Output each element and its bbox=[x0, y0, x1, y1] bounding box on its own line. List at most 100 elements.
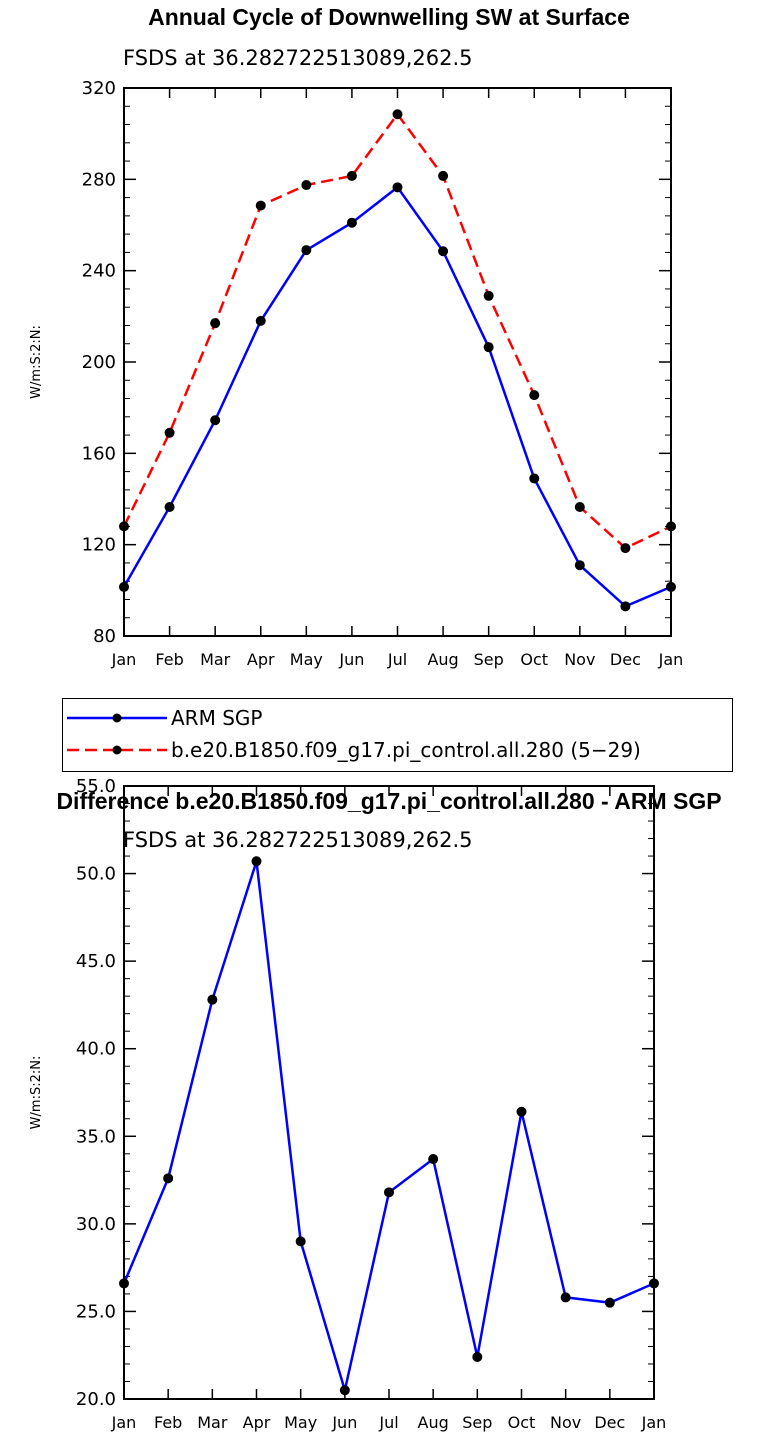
series-0-point bbox=[604, 1297, 615, 1308]
x-tick-label: Sep bbox=[462, 1413, 492, 1432]
x-tick-label: Jan bbox=[111, 650, 137, 669]
series-1-point bbox=[210, 318, 221, 329]
x-tick-label: Sep bbox=[474, 650, 504, 669]
series-0-point bbox=[207, 994, 218, 1005]
x-tick-label: Dec bbox=[594, 1413, 625, 1432]
chart1-title: Annual Cycle of Downwelling SW at Surfac… bbox=[148, 4, 630, 30]
series-0-point bbox=[483, 342, 494, 353]
x-tick-label: Jan bbox=[658, 650, 684, 669]
series-0-point bbox=[251, 856, 262, 867]
x-tick-label: Apr bbox=[247, 650, 275, 669]
x-tick-label: Feb bbox=[154, 1413, 182, 1432]
y-tick-label: 25.0 bbox=[76, 1301, 116, 1322]
chart2-plot: 20.0 25.0 30.0 35.0 40.0 45.0 50.0 55.0 Jan Feb Ma… bbox=[29, 776, 666, 1432]
y-tick-label: 160 bbox=[82, 443, 116, 464]
series-1-point bbox=[255, 200, 266, 211]
y-tick-label: 320 bbox=[82, 78, 116, 99]
x-tick-label: Nov bbox=[550, 1413, 581, 1432]
series-0-point bbox=[384, 1187, 394, 1198]
x-tick-label: Jan bbox=[111, 1413, 137, 1432]
legend-label-arm-sgp: ARM SGP bbox=[171, 706, 263, 730]
legend-item-arm-sgp: ARM SGP bbox=[63, 703, 732, 733]
series-1-point bbox=[392, 109, 403, 120]
x-tick-label: Feb bbox=[155, 650, 183, 669]
y-tick-label: 280 bbox=[82, 169, 116, 190]
series-0-point bbox=[392, 182, 403, 193]
y-tick-label: 240 bbox=[82, 261, 116, 282]
series-0-point bbox=[163, 1173, 174, 1184]
chart1-plot: 80 120 160 200 240 280 320 Jan Feb Mar Apr May Jun Ju… bbox=[29, 78, 683, 669]
series-0-point bbox=[119, 1278, 129, 1289]
x-tick-label: Jul bbox=[378, 1413, 398, 1432]
series-0-point bbox=[620, 601, 631, 612]
x-tick-label: Jan bbox=[641, 1413, 667, 1432]
y-tick-label: 30.0 bbox=[76, 1214, 116, 1235]
x-tick-label: Oct bbox=[508, 1413, 536, 1432]
series-0-point bbox=[164, 501, 175, 512]
series-1-point bbox=[620, 543, 631, 554]
y-tick-label: 50.0 bbox=[76, 864, 116, 885]
plot-frame bbox=[123, 87, 672, 637]
legend-swatch-model bbox=[67, 745, 167, 755]
series-line-0 bbox=[122, 860, 655, 1396]
series-0-point bbox=[438, 246, 449, 257]
series-1-point bbox=[438, 170, 449, 181]
x-tick-label: Mar bbox=[200, 650, 231, 669]
series-1-point bbox=[301, 180, 312, 191]
legend-swatch-arm-sgp bbox=[67, 713, 167, 723]
y-tick-label: 80 bbox=[93, 626, 116, 647]
x-tick-label: Mar bbox=[197, 1413, 228, 1432]
x-tick-label: May bbox=[290, 650, 323, 669]
y-tick-label: 120 bbox=[82, 535, 116, 556]
chart1-subtitle: FSDS at 36.282722513089,262.5 bbox=[123, 46, 473, 70]
x-tick-label: Apr bbox=[243, 1413, 271, 1432]
series-0-point bbox=[516, 1106, 527, 1117]
series-line-0 bbox=[122, 185, 672, 608]
series-1-point bbox=[483, 290, 494, 301]
x-tick-label: Jul bbox=[387, 650, 407, 669]
series-0-point bbox=[666, 581, 676, 592]
series-1-point bbox=[119, 521, 129, 532]
series-0-point bbox=[472, 1351, 483, 1362]
plot-frame bbox=[123, 785, 655, 1400]
x-tick-label: Nov bbox=[564, 650, 595, 669]
series-0-point bbox=[560, 1292, 571, 1303]
series-1-point bbox=[164, 427, 175, 438]
chart2-subtitle: FSDS at 36.282722513089,262.5 bbox=[123, 828, 473, 852]
series-0-point bbox=[339, 1385, 350, 1396]
legend-label-model: b.e20.B1850.f09_g17.pi_control.all.280 (… bbox=[171, 738, 641, 762]
series-0-point bbox=[428, 1154, 439, 1165]
x-tick-label: Aug bbox=[427, 650, 458, 669]
series-0-point bbox=[301, 245, 312, 256]
x-tick-label: Jun bbox=[338, 650, 364, 669]
series-1-point bbox=[574, 501, 585, 512]
x-tick-label: Dec bbox=[610, 650, 641, 669]
y-axis-label: W/m:S:2:N: bbox=[29, 325, 44, 399]
y-tick-label: 40.0 bbox=[76, 1039, 116, 1060]
series-0-point bbox=[255, 315, 266, 326]
series-0-point bbox=[346, 217, 357, 228]
series-0-point bbox=[210, 415, 221, 426]
y-tick-label: 45.0 bbox=[76, 951, 116, 972]
series-0-point bbox=[574, 560, 585, 571]
series-0-point bbox=[529, 473, 540, 484]
chart1-legend: ARM SGP b.e20.B1850.f09_g17.pi_control.a… bbox=[62, 698, 733, 772]
series-1-point bbox=[666, 521, 676, 532]
series-1-point bbox=[529, 390, 540, 401]
series-line-1 bbox=[122, 112, 672, 550]
series-0-point bbox=[649, 1278, 659, 1289]
x-tick-label: Oct bbox=[520, 650, 548, 669]
y-axis-label: W/m:S:2:N: bbox=[29, 1056, 44, 1130]
y-tick-label: 200 bbox=[82, 352, 116, 373]
series-0-point bbox=[295, 1236, 306, 1247]
x-tick-label: May bbox=[284, 1413, 317, 1432]
x-tick-label: Jun bbox=[331, 1413, 357, 1432]
y-tick-label: 55.0 bbox=[76, 776, 116, 797]
legend-item-model: b.e20.B1850.f09_g17.pi_control.all.280 (… bbox=[63, 735, 732, 765]
series-0-point bbox=[119, 581, 129, 592]
y-tick-label: 20.0 bbox=[76, 1389, 116, 1410]
series-1-point bbox=[346, 170, 357, 181]
y-tick-label: 35.0 bbox=[76, 1126, 116, 1147]
x-tick-label: Aug bbox=[418, 1413, 449, 1432]
